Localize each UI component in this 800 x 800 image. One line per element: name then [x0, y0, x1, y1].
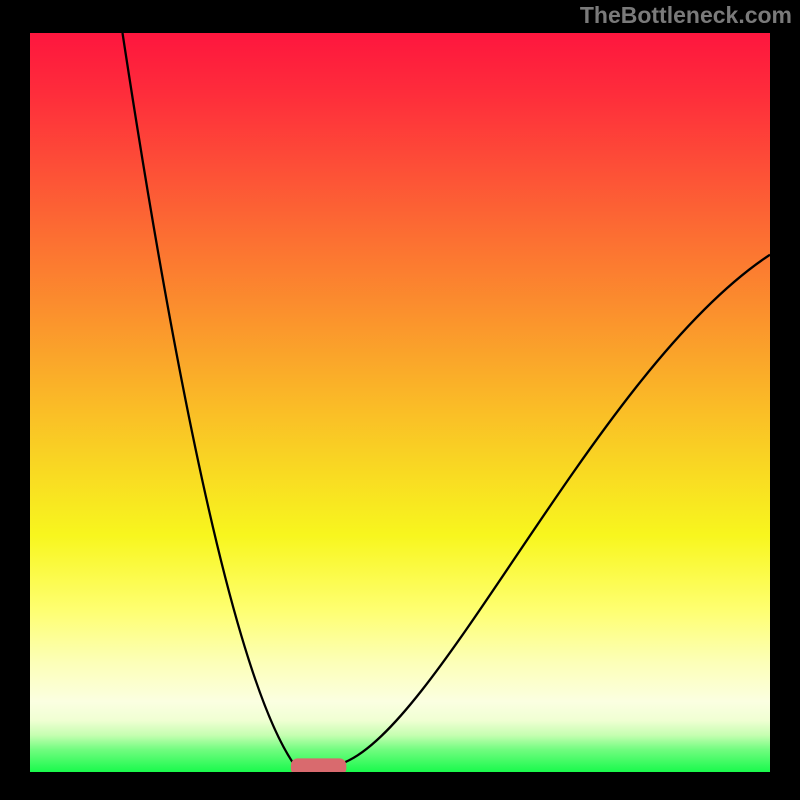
chart-container: TheBottleneck.com	[0, 0, 800, 800]
bottleneck-marker	[291, 758, 347, 772]
plot-area	[30, 33, 770, 772]
plot-svg	[30, 33, 770, 772]
attribution-text: TheBottleneck.com	[580, 2, 792, 29]
